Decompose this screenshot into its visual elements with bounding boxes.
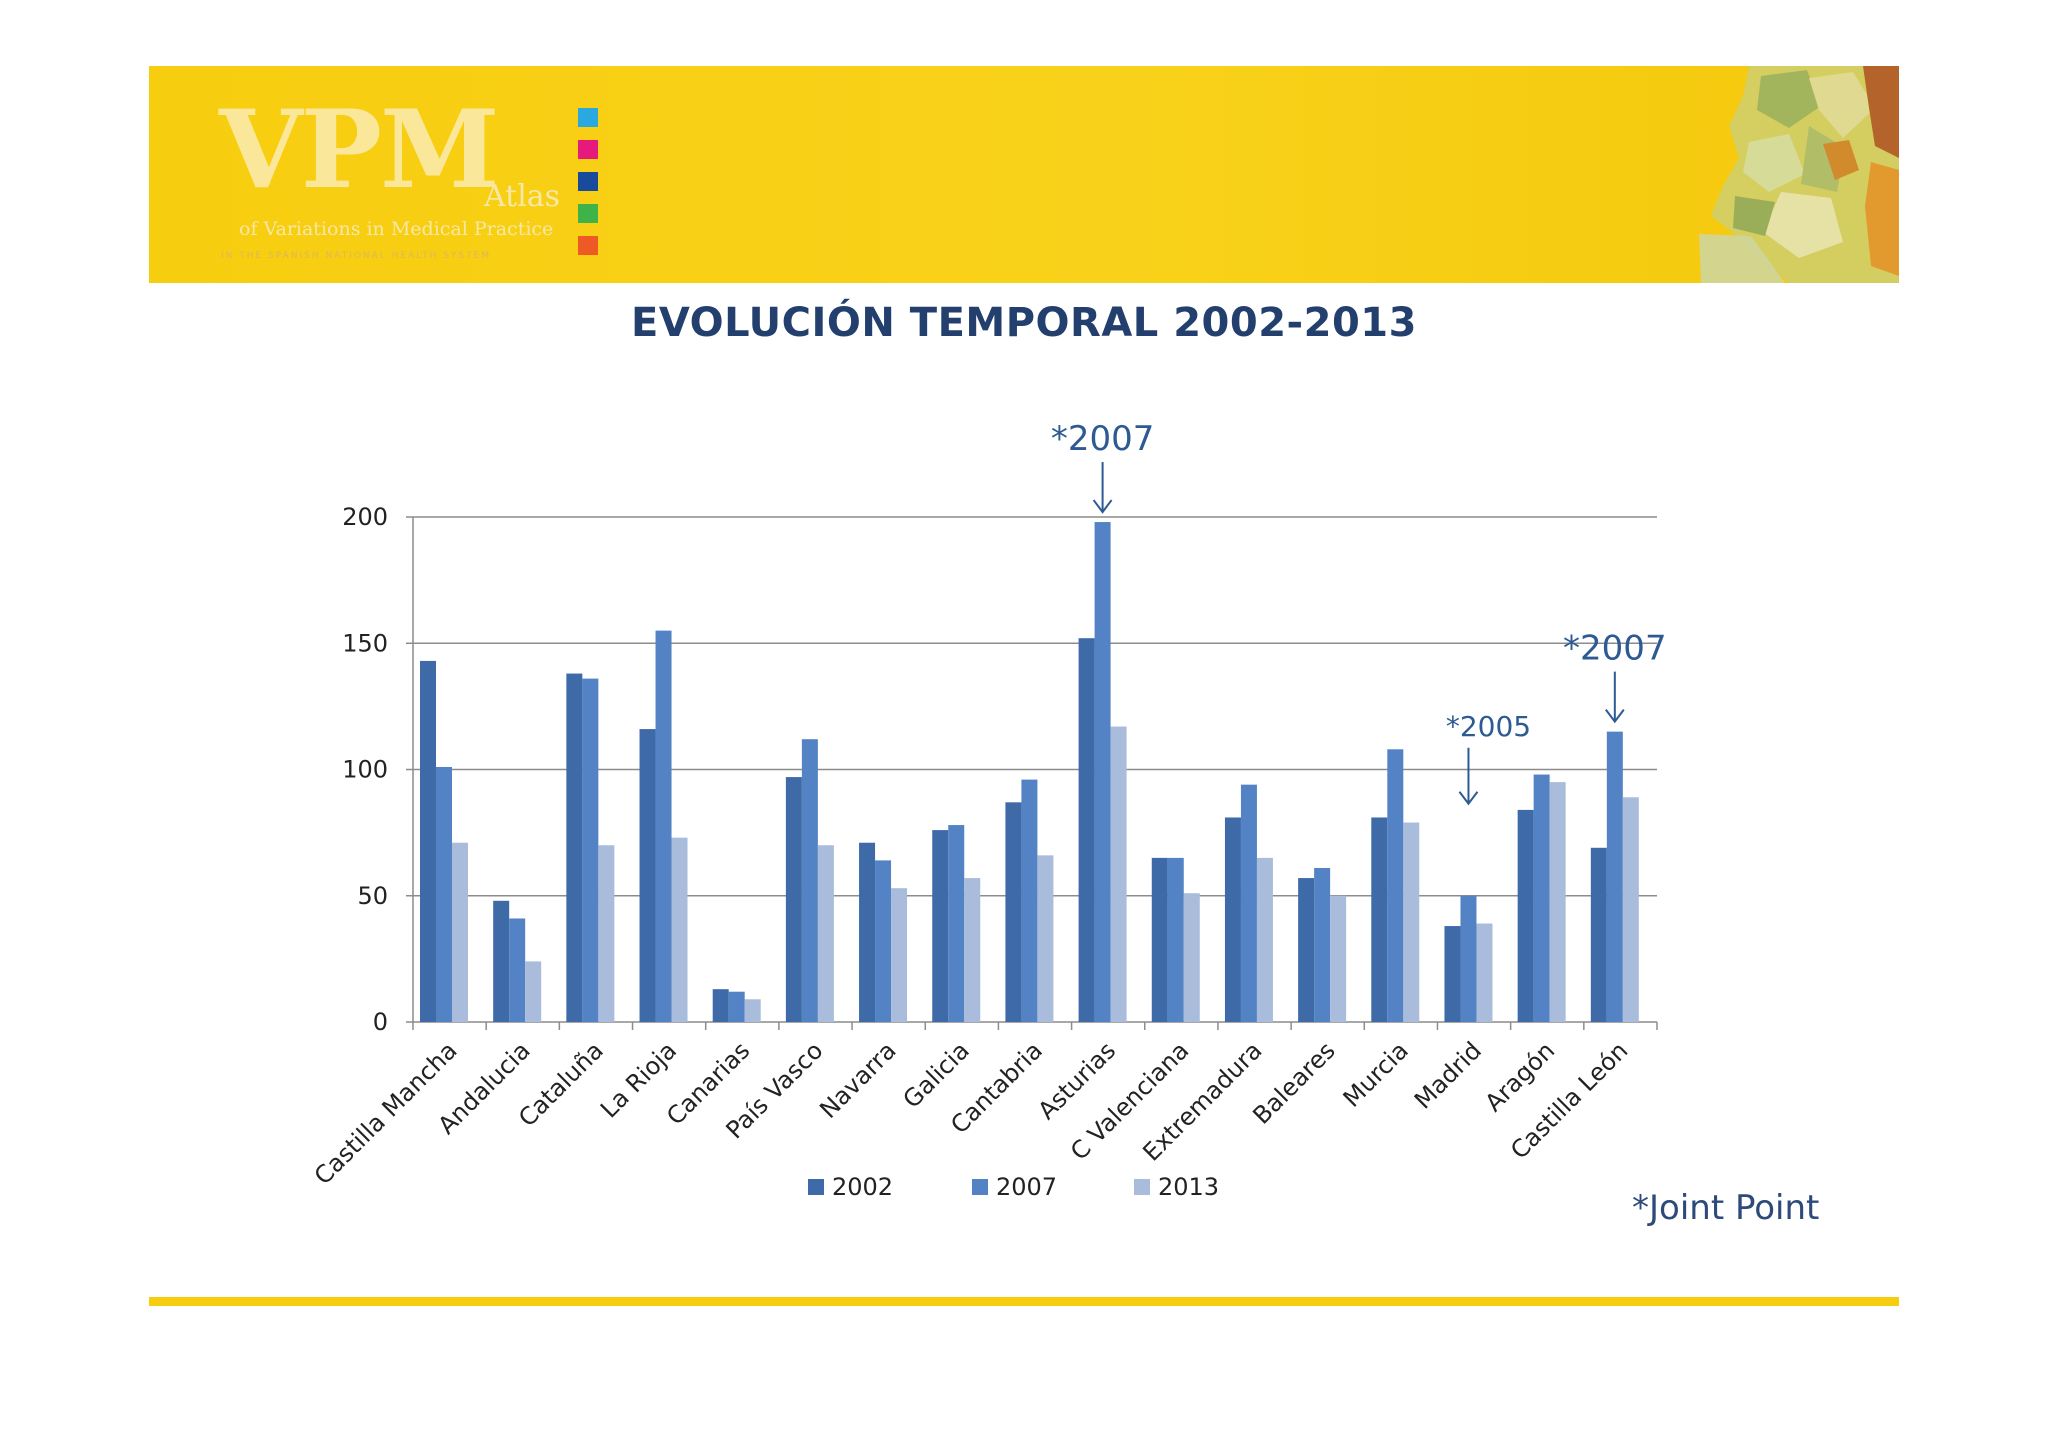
bar (1037, 855, 1054, 1022)
legend-label: 2013 (1158, 1173, 1219, 1201)
bar (452, 842, 468, 1022)
annotation-arrowhead (1458, 791, 1479, 806)
bar (1387, 749, 1404, 1022)
bar (875, 860, 892, 1022)
bar (1517, 809, 1534, 1022)
x-tick-label: Madrid (1409, 1036, 1487, 1114)
joint-point-footnote: *Joint Point (1632, 1188, 1820, 1228)
bar (744, 999, 761, 1022)
bar (891, 888, 908, 1022)
bar (1622, 797, 1639, 1022)
bar (1444, 926, 1461, 1022)
color-swatch (578, 140, 598, 159)
bar (566, 673, 583, 1022)
bar (509, 918, 526, 1022)
bar (1590, 847, 1607, 1022)
logo-subtitle: of Variations in Medical Practice (239, 218, 554, 240)
logo-tagline: IN THE SPANISH NATIONAL HEALTH SYSTEM (221, 251, 492, 261)
bar (420, 660, 436, 1022)
annotation-label: *2005 (1446, 710, 1531, 743)
bar (1021, 779, 1038, 1022)
y-tick-label: 150 (342, 629, 388, 657)
bar (1094, 522, 1111, 1022)
logo-atlas-label: Atlas (484, 179, 561, 214)
bar (655, 630, 672, 1022)
bar (1151, 857, 1168, 1022)
bottom-rule (149, 1297, 1899, 1306)
bar (1549, 782, 1566, 1022)
bar (1330, 895, 1347, 1022)
vpm-logo: VPM (219, 87, 500, 213)
bar (964, 878, 981, 1022)
bar (712, 989, 729, 1022)
bar (1005, 802, 1022, 1022)
legend-swatch (1134, 1179, 1150, 1195)
bar (1298, 878, 1315, 1022)
bar (801, 739, 818, 1022)
bar (1606, 731, 1623, 1022)
color-swatch (578, 108, 598, 127)
bar (1403, 822, 1420, 1022)
color-swatch (578, 172, 598, 191)
bar (639, 729, 656, 1022)
annotation-arrowhead (1092, 499, 1113, 514)
bar (493, 900, 510, 1022)
color-swatch (578, 204, 598, 223)
bar (1371, 817, 1388, 1022)
bar (932, 830, 949, 1022)
legend-label: 2002 (832, 1173, 893, 1201)
color-swatch (578, 236, 598, 255)
x-tick-label: Murcia (1338, 1036, 1414, 1112)
y-tick-label: 0 (373, 1008, 388, 1036)
header-banner: VPM Atlas of Variations in Medical Pract… (149, 66, 1899, 283)
bar (1183, 893, 1200, 1022)
x-tick-label: Navarra (814, 1036, 901, 1123)
page-title: EVOLUCIÓN TEMPORAL 2002-2013 (631, 300, 1417, 346)
bar (1460, 895, 1477, 1022)
bar (436, 766, 452, 1022)
bar (1476, 923, 1493, 1022)
bar (817, 845, 834, 1022)
bar (1078, 638, 1095, 1022)
bar (1314, 867, 1331, 1022)
bar (948, 825, 965, 1022)
bar (1224, 817, 1241, 1022)
bar (859, 842, 876, 1022)
bar (1240, 784, 1257, 1022)
annotation-label: *2007 (1051, 419, 1155, 459)
bar (671, 837, 688, 1022)
bar (785, 777, 802, 1022)
bar (1167, 857, 1184, 1022)
bar (582, 678, 599, 1022)
legend-swatch (808, 1179, 824, 1195)
bar (598, 845, 615, 1022)
spain-map-image (1699, 66, 1899, 283)
bar (1533, 774, 1550, 1022)
bar (1256, 857, 1273, 1022)
bar (525, 961, 542, 1022)
bar (728, 991, 745, 1022)
y-tick-label: 50 (357, 882, 388, 910)
annotation-arrowhead (1605, 709, 1625, 724)
annotation-label: *2007 (1563, 629, 1667, 669)
y-tick-label: 200 (342, 503, 388, 531)
bar (1110, 726, 1127, 1022)
legend-swatch (972, 1179, 988, 1195)
y-tick-label: 100 (342, 756, 388, 784)
legend-label: 2007 (996, 1173, 1057, 1201)
